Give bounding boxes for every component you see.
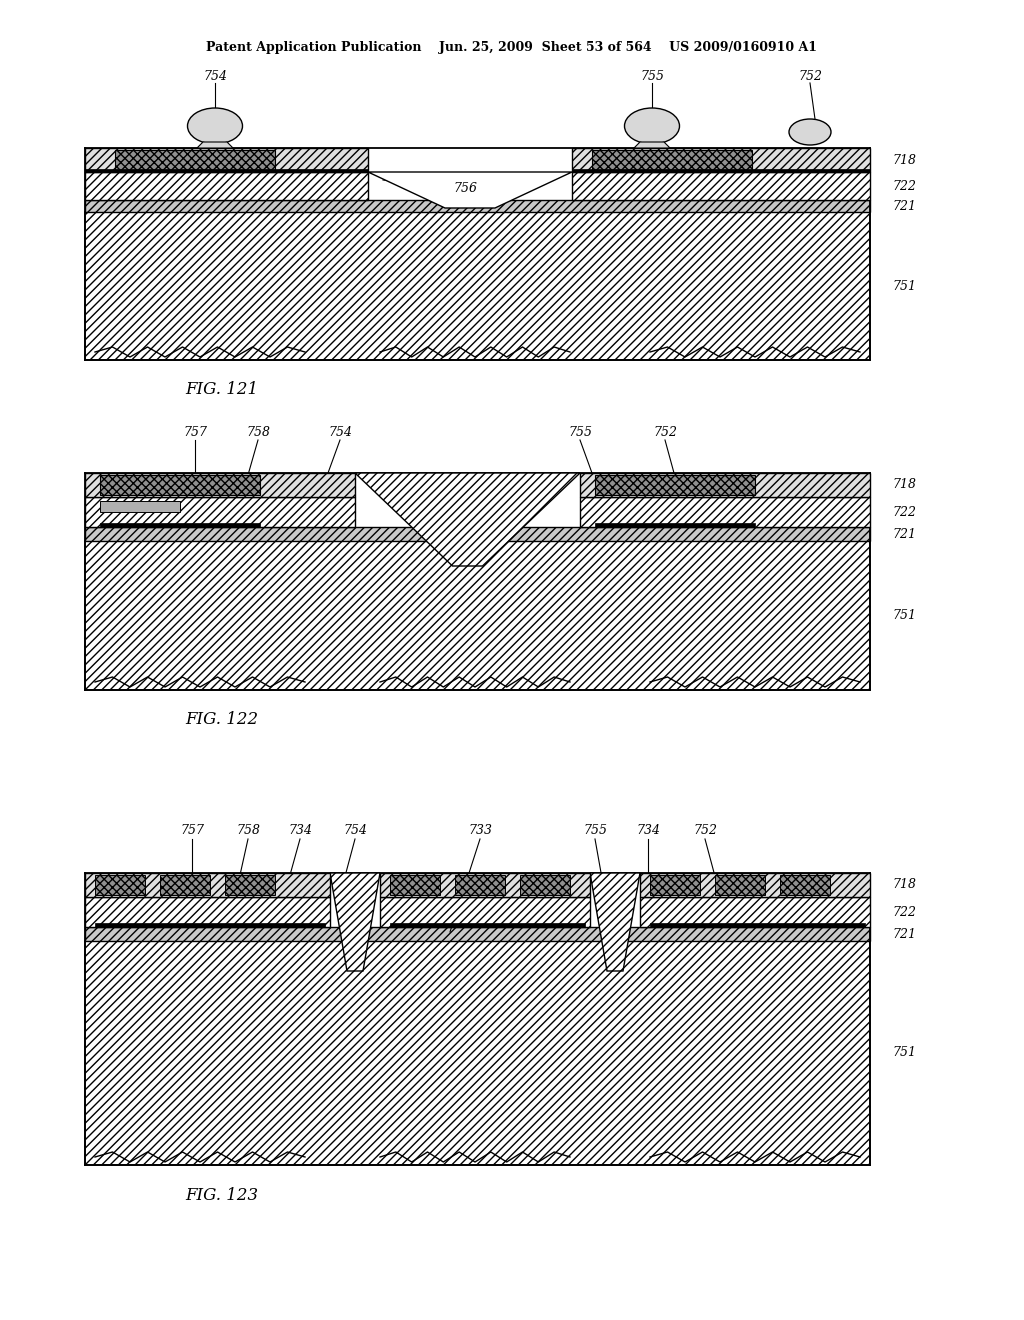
Text: 722: 722 <box>892 506 916 519</box>
Polygon shape <box>590 873 640 972</box>
Bar <box>85 927 870 941</box>
Text: 752: 752 <box>798 70 822 82</box>
Text: 756: 756 <box>453 181 477 194</box>
Ellipse shape <box>625 108 680 144</box>
Bar <box>225 875 275 895</box>
Bar <box>380 873 590 898</box>
Bar <box>85 941 870 1166</box>
Text: 755: 755 <box>568 426 592 440</box>
Text: 721: 721 <box>892 528 916 540</box>
Text: 752: 752 <box>653 426 677 440</box>
Text: 751: 751 <box>892 1047 916 1060</box>
Bar <box>85 898 330 927</box>
Bar <box>640 873 870 898</box>
Ellipse shape <box>187 108 243 144</box>
Bar <box>780 875 830 895</box>
Polygon shape <box>368 172 572 209</box>
Text: 718: 718 <box>892 479 916 491</box>
Bar <box>715 875 765 895</box>
Text: 754: 754 <box>203 70 227 82</box>
Bar <box>100 502 180 512</box>
Bar <box>85 148 368 172</box>
Text: 721: 721 <box>892 199 916 213</box>
Bar <box>580 473 870 498</box>
Bar <box>85 172 368 201</box>
Bar <box>650 923 865 927</box>
Text: 751: 751 <box>892 609 916 622</box>
Text: 758: 758 <box>246 426 270 440</box>
Text: 752: 752 <box>693 825 717 837</box>
Bar <box>85 169 368 172</box>
Bar <box>572 148 870 172</box>
Bar <box>572 172 870 201</box>
Text: 754: 754 <box>328 426 352 440</box>
Text: 734: 734 <box>636 825 660 837</box>
Bar <box>85 201 870 213</box>
Text: 755: 755 <box>640 70 664 82</box>
Text: 758: 758 <box>236 825 260 837</box>
Bar <box>115 150 275 170</box>
Bar <box>572 169 870 172</box>
Bar <box>650 875 700 895</box>
Bar <box>520 875 570 895</box>
Text: 751: 751 <box>892 280 916 293</box>
Bar <box>85 873 330 898</box>
Text: 722: 722 <box>892 180 916 193</box>
Text: 754: 754 <box>343 825 367 837</box>
Bar <box>85 498 355 527</box>
Text: Patent Application Publication    Jun. 25, 2009  Sheet 53 of 564    US 2009/0160: Patent Application Publication Jun. 25, … <box>207 41 817 54</box>
Text: 718: 718 <box>892 153 916 166</box>
Text: FIG. 123: FIG. 123 <box>185 1187 258 1204</box>
Polygon shape <box>197 143 233 148</box>
Bar <box>85 213 870 360</box>
Bar <box>380 898 590 927</box>
Bar <box>455 875 505 895</box>
Text: 733: 733 <box>468 825 492 837</box>
Bar <box>595 523 755 527</box>
Bar <box>592 150 752 170</box>
Text: 721: 721 <box>892 928 916 940</box>
Bar <box>95 923 325 927</box>
Bar <box>595 475 755 495</box>
Bar <box>85 527 870 541</box>
Polygon shape <box>634 143 670 148</box>
Text: FIG. 122: FIG. 122 <box>185 711 258 729</box>
Ellipse shape <box>790 119 831 145</box>
Bar <box>100 523 260 527</box>
Text: FIG. 121: FIG. 121 <box>185 381 258 399</box>
Text: 757: 757 <box>183 426 207 440</box>
Bar <box>640 898 870 927</box>
Text: 722: 722 <box>892 906 916 919</box>
Text: 734: 734 <box>288 825 312 837</box>
Bar <box>100 475 260 495</box>
Bar <box>85 473 355 498</box>
Text: 755: 755 <box>583 825 607 837</box>
Bar <box>85 541 870 690</box>
Bar <box>390 923 585 927</box>
Polygon shape <box>330 873 380 972</box>
Text: 718: 718 <box>892 879 916 891</box>
Bar <box>580 498 870 527</box>
Bar <box>95 875 145 895</box>
Bar <box>160 875 210 895</box>
Polygon shape <box>355 473 580 566</box>
Bar <box>390 875 440 895</box>
Text: 757: 757 <box>180 825 204 837</box>
